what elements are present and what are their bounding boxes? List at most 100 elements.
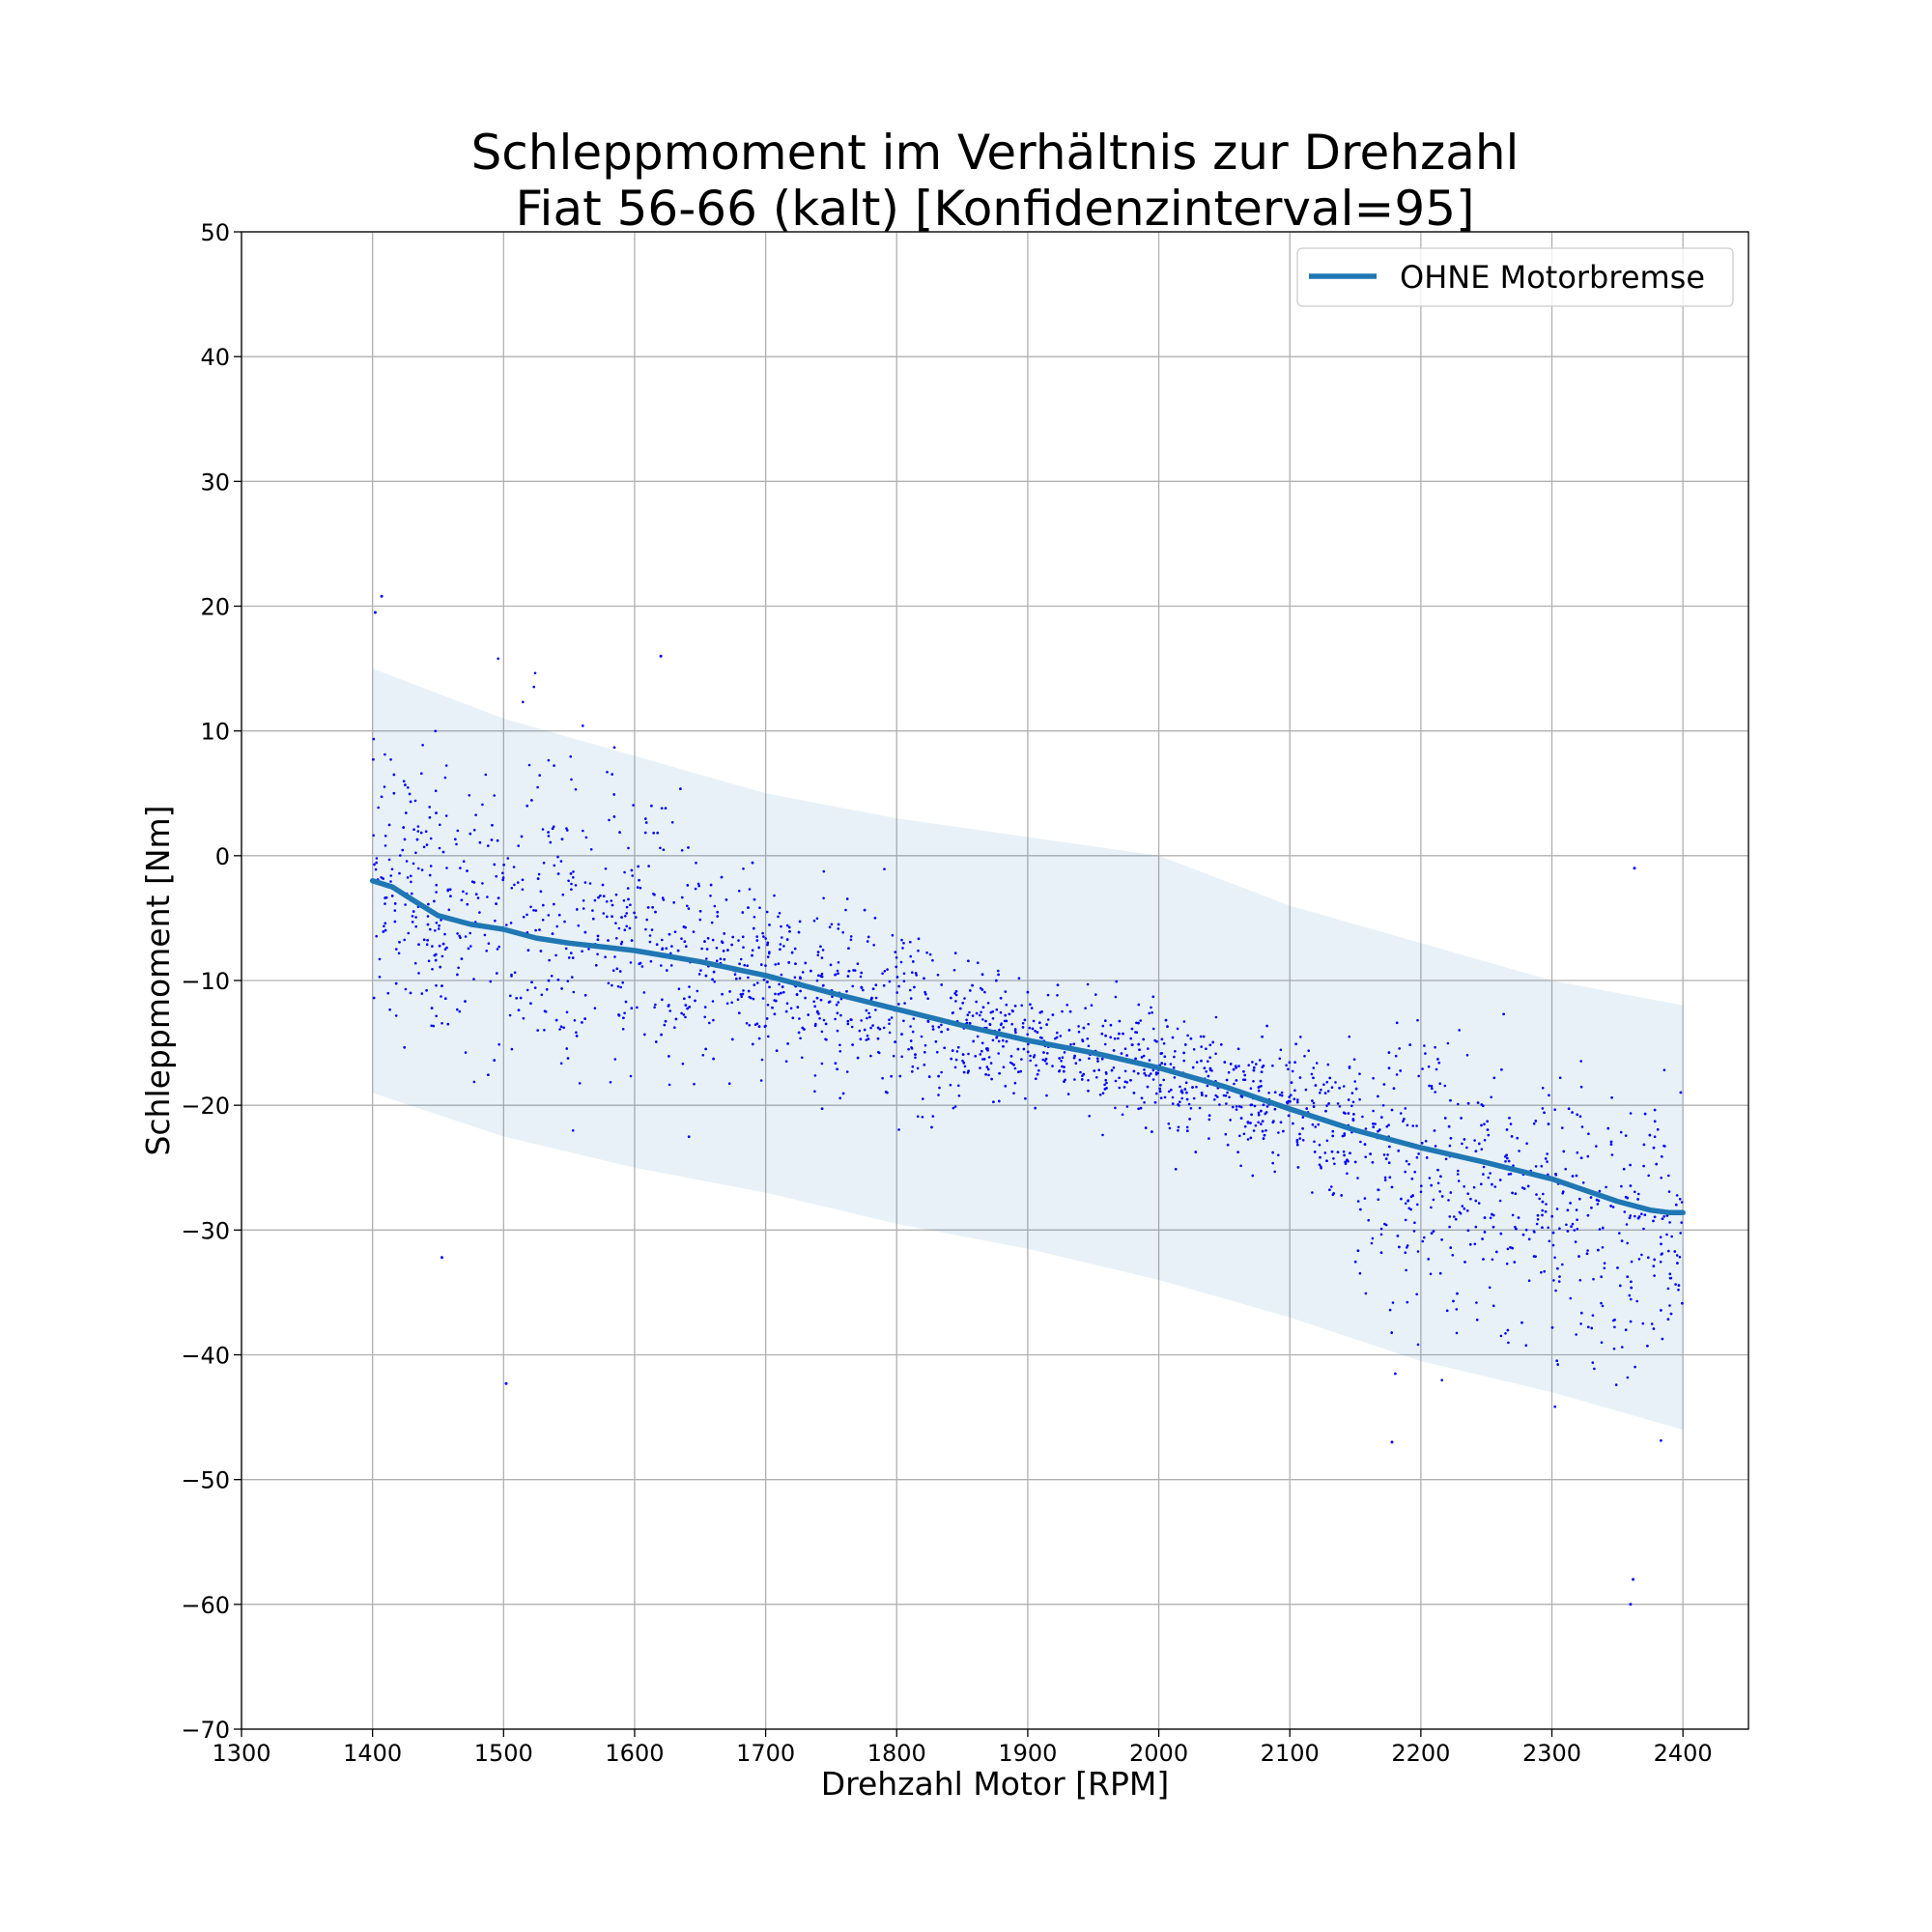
scatter-point: [1205, 1094, 1208, 1097]
scatter-point: [967, 1052, 970, 1056]
scatter-point: [825, 1038, 828, 1041]
scatter-point: [1653, 1258, 1656, 1262]
scatter-point: [1463, 1207, 1466, 1210]
scatter-point: [1591, 1361, 1595, 1364]
scatter-point: [786, 1042, 789, 1045]
scatter-point: [440, 919, 442, 922]
scatter-point: [1646, 1345, 1649, 1348]
scatter-point: [1545, 1203, 1548, 1206]
scatter-point: [606, 770, 609, 774]
scatter-point: [648, 934, 652, 937]
scatter-point: [375, 861, 379, 865]
scatter-point: [888, 1031, 892, 1035]
scatter-point: [493, 794, 496, 797]
scatter-point: [1033, 1055, 1036, 1059]
scatter-point: [909, 988, 912, 992]
scatter-point: [565, 1010, 569, 1014]
scatter-point: [1417, 1074, 1420, 1078]
scatter-point: [876, 1037, 880, 1040]
scatter-point: [421, 744, 424, 747]
scatter-point: [777, 915, 780, 919]
scatter-point: [414, 924, 418, 928]
scatter-point: [516, 881, 520, 884]
scatter-point: [1681, 1301, 1684, 1305]
scatter-point: [1605, 1185, 1607, 1189]
scatter-point: [1298, 1137, 1302, 1140]
scatter-point: [596, 952, 599, 956]
scatter-point: [1430, 1206, 1433, 1209]
scatter-point: [1395, 1073, 1399, 1076]
scatter-point: [631, 874, 634, 877]
scatter-point: [1313, 1151, 1317, 1153]
scatter-point: [439, 965, 442, 969]
scatter-point: [1600, 1275, 1603, 1278]
scatter-point: [1353, 1260, 1357, 1264]
scatter-point: [1407, 1162, 1410, 1166]
scatter-point: [1595, 1145, 1598, 1148]
scatter-point: [455, 842, 458, 846]
scatter-point: [1610, 1096, 1613, 1099]
scatter-point: [1097, 1068, 1100, 1071]
scatter-point: [621, 1028, 625, 1031]
scatter-point: [894, 951, 897, 953]
scatter-point: [1480, 1148, 1484, 1151]
scatter-point: [1487, 1133, 1491, 1137]
scatter-point: [1223, 1061, 1227, 1064]
scatter-point: [1189, 1107, 1193, 1110]
scatter-point: [755, 935, 758, 938]
scatter-point: [1192, 1048, 1196, 1051]
scatter-point: [865, 1038, 868, 1041]
scatter-point: [469, 931, 472, 935]
scatter-point: [472, 1080, 476, 1084]
scatter-point: [1173, 1055, 1176, 1059]
scatter-point: [506, 857, 510, 860]
scatter-point: [705, 957, 708, 960]
scatter-point: [816, 1009, 819, 1013]
scatter-point: [1404, 1202, 1407, 1206]
scatter-point: [534, 909, 538, 912]
scatter-point: [1648, 1133, 1652, 1137]
scatter-point: [677, 987, 681, 990]
y-tick-label: 20: [200, 594, 230, 621]
scatter-point: [1293, 1089, 1296, 1093]
scatter-point: [684, 1004, 688, 1007]
scatter-point: [1473, 1242, 1477, 1246]
scatter-point: [393, 902, 397, 905]
scatter-point: [440, 995, 442, 998]
scatter-point: [1461, 1205, 1464, 1208]
scatter-point: [1342, 1111, 1346, 1115]
scatter-point: [1509, 1122, 1513, 1125]
scatter-point: [1602, 1226, 1605, 1230]
scatter-point: [1186, 1034, 1189, 1037]
scatter-point: [1486, 1128, 1490, 1131]
x-tick-label: 1700: [736, 1740, 795, 1767]
scatter-point: [766, 941, 770, 945]
scatter-point: [704, 1047, 707, 1051]
scatter-point: [1630, 1297, 1633, 1301]
scatter-point: [1068, 1009, 1072, 1013]
scatter-point: [984, 1073, 987, 1076]
scatter-point: [582, 829, 584, 833]
scatter-point: [640, 965, 644, 968]
scatter-point: [1435, 1067, 1438, 1071]
scatter-point: [688, 995, 691, 999]
scatter-point: [1628, 1293, 1632, 1297]
scatter-point: [1291, 1069, 1294, 1073]
scatter-point: [1587, 1325, 1590, 1329]
scatter-point: [998, 1028, 1001, 1032]
scatter-point: [1586, 1249, 1589, 1252]
scatter-point: [1550, 1214, 1553, 1218]
scatter-point: [1562, 1190, 1565, 1193]
scatter-point: [1051, 1013, 1055, 1016]
scatter-point: [1653, 1135, 1657, 1138]
scatter-point: [1100, 1057, 1104, 1061]
scatter-point: [1259, 1059, 1262, 1062]
scatter-point: [846, 1022, 850, 1026]
scatter-point: [752, 1042, 754, 1046]
scatter-point: [1104, 1034, 1107, 1037]
scatter-point: [1405, 1268, 1407, 1272]
scatter-point: [745, 1022, 749, 1025]
scatter-point: [502, 864, 505, 867]
scatter-point: [441, 942, 445, 946]
scatter-point: [775, 999, 778, 1003]
